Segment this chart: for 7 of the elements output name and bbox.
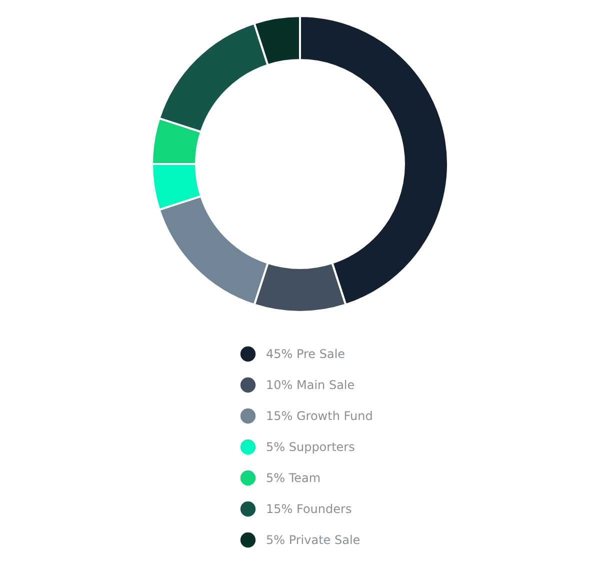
legend-label: 5% Private Sale <box>266 533 360 547</box>
legend-label: 45% Pre Sale <box>266 347 346 361</box>
legend-label: 5% Supporters <box>266 440 355 454</box>
legend-label: 5% Team <box>266 471 321 485</box>
legend-label: 15% Growth Fund <box>266 409 373 423</box>
legend-label: 15% Founders <box>266 502 352 516</box>
legend-label: 10% Main Sale <box>266 378 355 392</box>
